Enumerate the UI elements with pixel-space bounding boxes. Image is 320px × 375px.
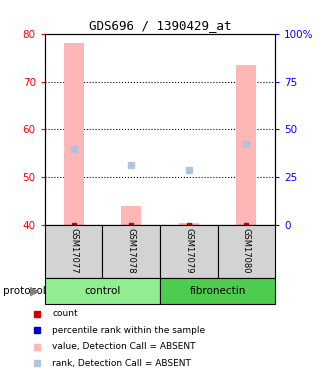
Text: GSM17079: GSM17079 — [184, 228, 193, 274]
Bar — [179, 223, 199, 225]
Bar — [160, 278, 275, 304]
Bar — [160, 225, 218, 278]
Bar — [45, 225, 102, 278]
Bar — [121, 206, 141, 225]
Bar — [63, 44, 84, 225]
Text: GSM17077: GSM17077 — [69, 228, 78, 274]
Text: rank, Detection Call = ABSENT: rank, Detection Call = ABSENT — [52, 358, 191, 368]
Text: control: control — [84, 286, 121, 296]
Text: fibronectin: fibronectin — [189, 286, 246, 296]
Text: percentile rank within the sample: percentile rank within the sample — [52, 326, 205, 335]
Text: protocol: protocol — [3, 286, 46, 296]
Text: count: count — [52, 309, 78, 318]
Text: value, Detection Call = ABSENT: value, Detection Call = ABSENT — [52, 342, 196, 351]
Bar — [236, 65, 257, 225]
Text: ▶: ▶ — [30, 284, 40, 297]
Text: GSM17078: GSM17078 — [127, 228, 136, 274]
Text: GDS696 / 1390429_at: GDS696 / 1390429_at — [89, 19, 231, 32]
Bar — [45, 278, 160, 304]
Bar — [102, 225, 160, 278]
Bar — [218, 225, 275, 278]
Text: GSM17080: GSM17080 — [242, 228, 251, 274]
